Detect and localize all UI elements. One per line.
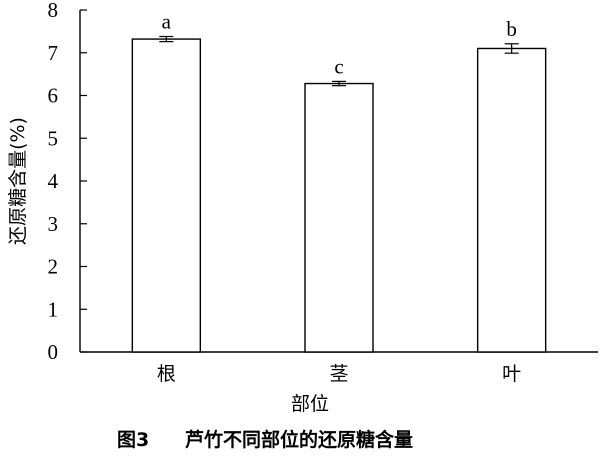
y-tick-label: 7 (48, 41, 59, 65)
figure-caption-text: 芦竹不同部位的还原糖含量 (185, 428, 413, 451)
x-tick-label: 叶 (502, 363, 521, 385)
bar (131, 38, 202, 353)
y-tick-label: 5 (48, 126, 59, 150)
figure-caption-label: 图3 (117, 429, 149, 451)
y-tick-label: 1 (48, 297, 59, 321)
y-tick-label: 0 (48, 340, 59, 364)
significance-label: a (162, 10, 172, 34)
bars-group (131, 35, 547, 353)
y-tick-label: 3 (48, 212, 59, 236)
y-tick-label: 8 (48, 0, 59, 22)
significance-label: b (506, 17, 517, 41)
x-tick-label: 根 (157, 363, 176, 385)
x-tick-label: 茎 (329, 363, 348, 385)
y-tick-label: 4 (48, 169, 59, 193)
y-axis-title: 还原糖含量(%) (7, 117, 29, 245)
y-tick-label: 6 (48, 84, 59, 108)
labels-group: a 根 c 茎 b 叶 (157, 10, 521, 385)
x-axis-title: 部位 (291, 393, 329, 415)
bar (304, 82, 374, 353)
bar (476, 47, 547, 353)
y-tick-label: 2 (48, 255, 59, 279)
significance-label: c (334, 54, 343, 78)
